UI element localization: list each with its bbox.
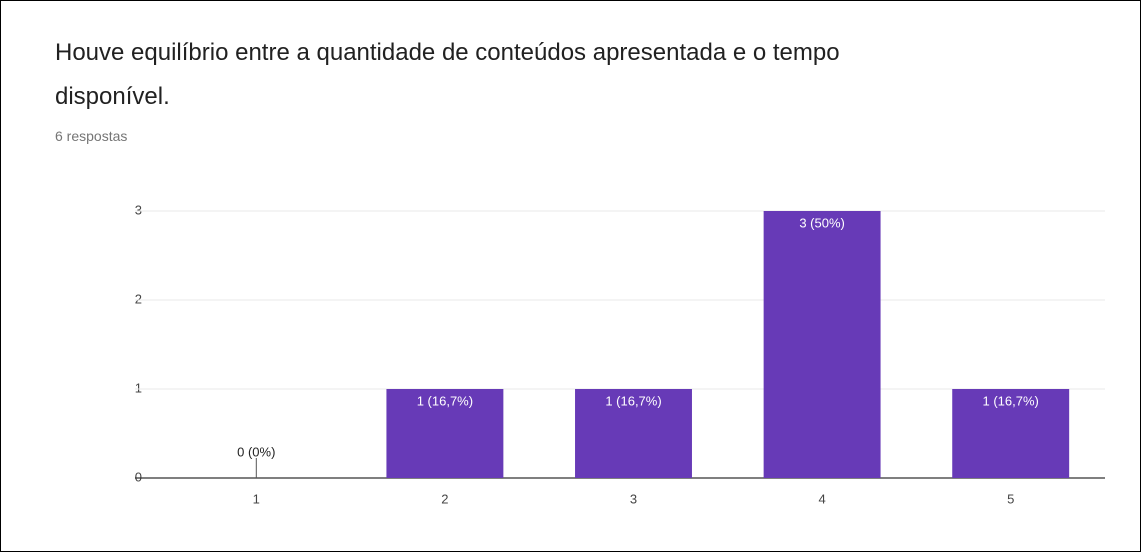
value-label: 1 (16,7%): [983, 393, 1039, 408]
bar: [763, 211, 881, 478]
chart-subtitle: 6 respostas: [55, 128, 128, 144]
y-tick-label: 3: [135, 202, 142, 217]
y-tick-label: 0: [135, 469, 142, 484]
x-tick-label: 3: [630, 491, 637, 506]
x-tick-label: 4: [818, 491, 825, 506]
value-label: 0 (0%): [237, 444, 275, 459]
chart-title: Houve equilíbrio entre a quantidade de c…: [55, 39, 840, 110]
bar: [386, 389, 504, 478]
value-label: 3 (50%): [799, 215, 845, 230]
value-label: 1 (16,7%): [417, 393, 473, 408]
x-tick-label: 1: [253, 491, 260, 506]
value-label: 1 (16,7%): [605, 393, 661, 408]
x-tick-label: 5: [1007, 491, 1014, 506]
bar: [575, 389, 692, 478]
y-tick-label: 2: [135, 291, 142, 306]
y-tick-label: 1: [135, 380, 142, 395]
bar: [952, 389, 1070, 478]
x-tick-label: 2: [441, 491, 448, 506]
